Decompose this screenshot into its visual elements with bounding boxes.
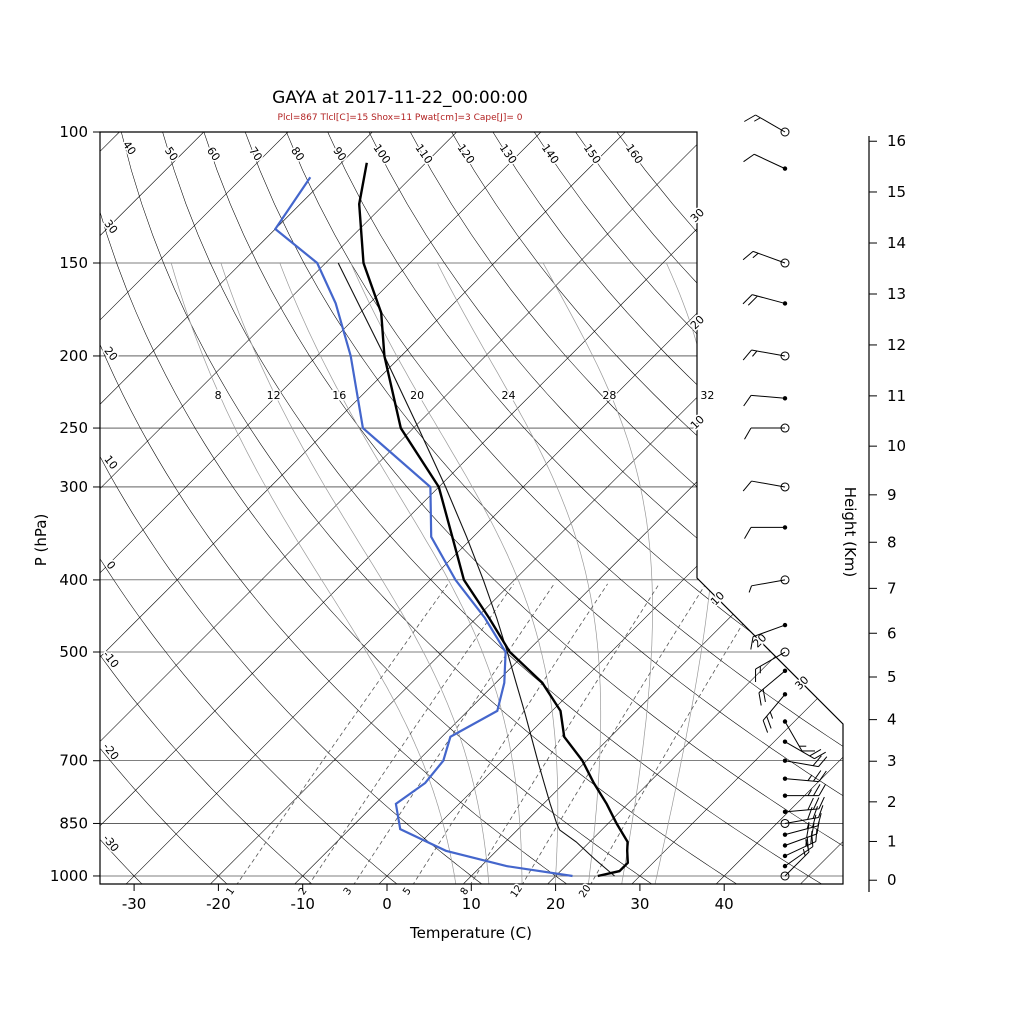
svg-text:20: 20 xyxy=(546,895,565,913)
grid-labels: 50 60 70 80 90 100 110 120 130 140 150 160403020100… xyxy=(99,137,813,901)
svg-text:160: 160 xyxy=(623,142,646,167)
svg-text:250: 250 xyxy=(59,419,88,437)
svg-text:150: 150 xyxy=(59,254,88,272)
svg-text:140: 140 xyxy=(539,142,562,167)
svg-text:6: 6 xyxy=(887,624,897,642)
svg-text:0: 0 xyxy=(382,895,392,913)
svg-text:3: 3 xyxy=(887,752,897,770)
svg-text:16: 16 xyxy=(887,132,906,150)
svg-text:-10: -10 xyxy=(100,648,121,670)
svg-text:-10: -10 xyxy=(290,895,315,913)
chart-subtitle: Plcl=867 Tlcl[C]=15 Shox=11 Pwat[cm]=3 C… xyxy=(277,113,523,123)
svg-text:0: 0 xyxy=(103,559,118,573)
svg-text:20: 20 xyxy=(101,344,120,363)
svg-text:16: 16 xyxy=(332,389,346,402)
svg-text:Temperature (C): Temperature (C) xyxy=(409,924,532,942)
svg-text:30: 30 xyxy=(630,895,649,913)
svg-text:5: 5 xyxy=(401,886,414,898)
svg-text:2: 2 xyxy=(887,793,897,811)
svg-text:20: 20 xyxy=(688,313,707,332)
svg-text:10: 10 xyxy=(462,895,481,913)
svg-text:0: 0 xyxy=(887,871,897,889)
svg-text:Height (Km): Height (Km) xyxy=(841,487,859,578)
chart-title: GAYA at 2017-11-22_00:00:00 xyxy=(272,88,528,108)
svg-text:28: 28 xyxy=(602,389,616,402)
svg-text:20: 20 xyxy=(577,883,593,900)
dewpoint-curve xyxy=(273,176,573,878)
svg-text:11: 11 xyxy=(887,387,906,405)
svg-text:150: 150 xyxy=(581,142,604,167)
svg-text:8: 8 xyxy=(887,533,897,551)
svg-text:20: 20 xyxy=(410,389,424,402)
svg-text:8: 8 xyxy=(215,389,222,402)
svg-text:80: 80 xyxy=(288,145,307,164)
svg-text:9: 9 xyxy=(887,486,897,504)
svg-text:-30: -30 xyxy=(122,895,147,913)
svg-text:-30: -30 xyxy=(100,832,121,854)
svg-text:120: 120 xyxy=(455,142,478,167)
svg-text:90: 90 xyxy=(330,145,349,164)
svg-text:30: 30 xyxy=(688,206,707,225)
svg-text:24: 24 xyxy=(502,389,516,402)
svg-text:5: 5 xyxy=(887,668,897,686)
svg-text:14: 14 xyxy=(887,234,906,252)
svg-text:12: 12 xyxy=(267,389,281,402)
sounding-curves xyxy=(273,162,630,878)
svg-text:13: 13 xyxy=(887,285,906,303)
svg-text:12: 12 xyxy=(887,336,906,354)
svg-text:-20: -20 xyxy=(100,740,121,762)
svg-text:40: 40 xyxy=(120,139,139,158)
svg-text:130: 130 xyxy=(497,142,520,167)
svg-text:700: 700 xyxy=(59,752,88,770)
svg-text:4: 4 xyxy=(887,711,897,729)
svg-text:70: 70 xyxy=(246,145,265,164)
svg-text:1: 1 xyxy=(887,832,897,850)
svg-text:10: 10 xyxy=(688,413,707,432)
svg-text:850: 850 xyxy=(59,814,88,832)
grid-lines xyxy=(100,132,843,884)
svg-text:P (hPa): P (hPa) xyxy=(32,514,50,567)
svg-text:100: 100 xyxy=(59,123,88,141)
wind-barbs xyxy=(742,114,828,881)
svg-text:-20: -20 xyxy=(206,895,231,913)
svg-text:12: 12 xyxy=(509,883,525,900)
svg-text:3: 3 xyxy=(342,886,355,898)
svg-text:100: 100 xyxy=(370,142,393,167)
svg-text:60: 60 xyxy=(204,145,223,164)
svg-text:10: 10 xyxy=(887,437,906,455)
svg-text:300: 300 xyxy=(59,478,88,496)
svg-text:200: 200 xyxy=(59,347,88,365)
svg-text:15: 15 xyxy=(887,183,906,201)
svg-text:40: 40 xyxy=(715,895,734,913)
svg-text:50: 50 xyxy=(162,145,181,164)
temperature-curve xyxy=(357,162,630,878)
svg-text:32: 32 xyxy=(700,389,714,402)
svg-text:500: 500 xyxy=(59,643,88,661)
svg-text:30: 30 xyxy=(101,217,120,236)
svg-text:110: 110 xyxy=(412,142,435,167)
svg-text:400: 400 xyxy=(59,571,88,589)
parcel-curve xyxy=(337,262,615,877)
plot-boundary xyxy=(99,131,844,885)
svg-text:1000: 1000 xyxy=(50,867,88,885)
svg-text:7: 7 xyxy=(887,579,897,597)
svg-text:10: 10 xyxy=(101,453,120,472)
